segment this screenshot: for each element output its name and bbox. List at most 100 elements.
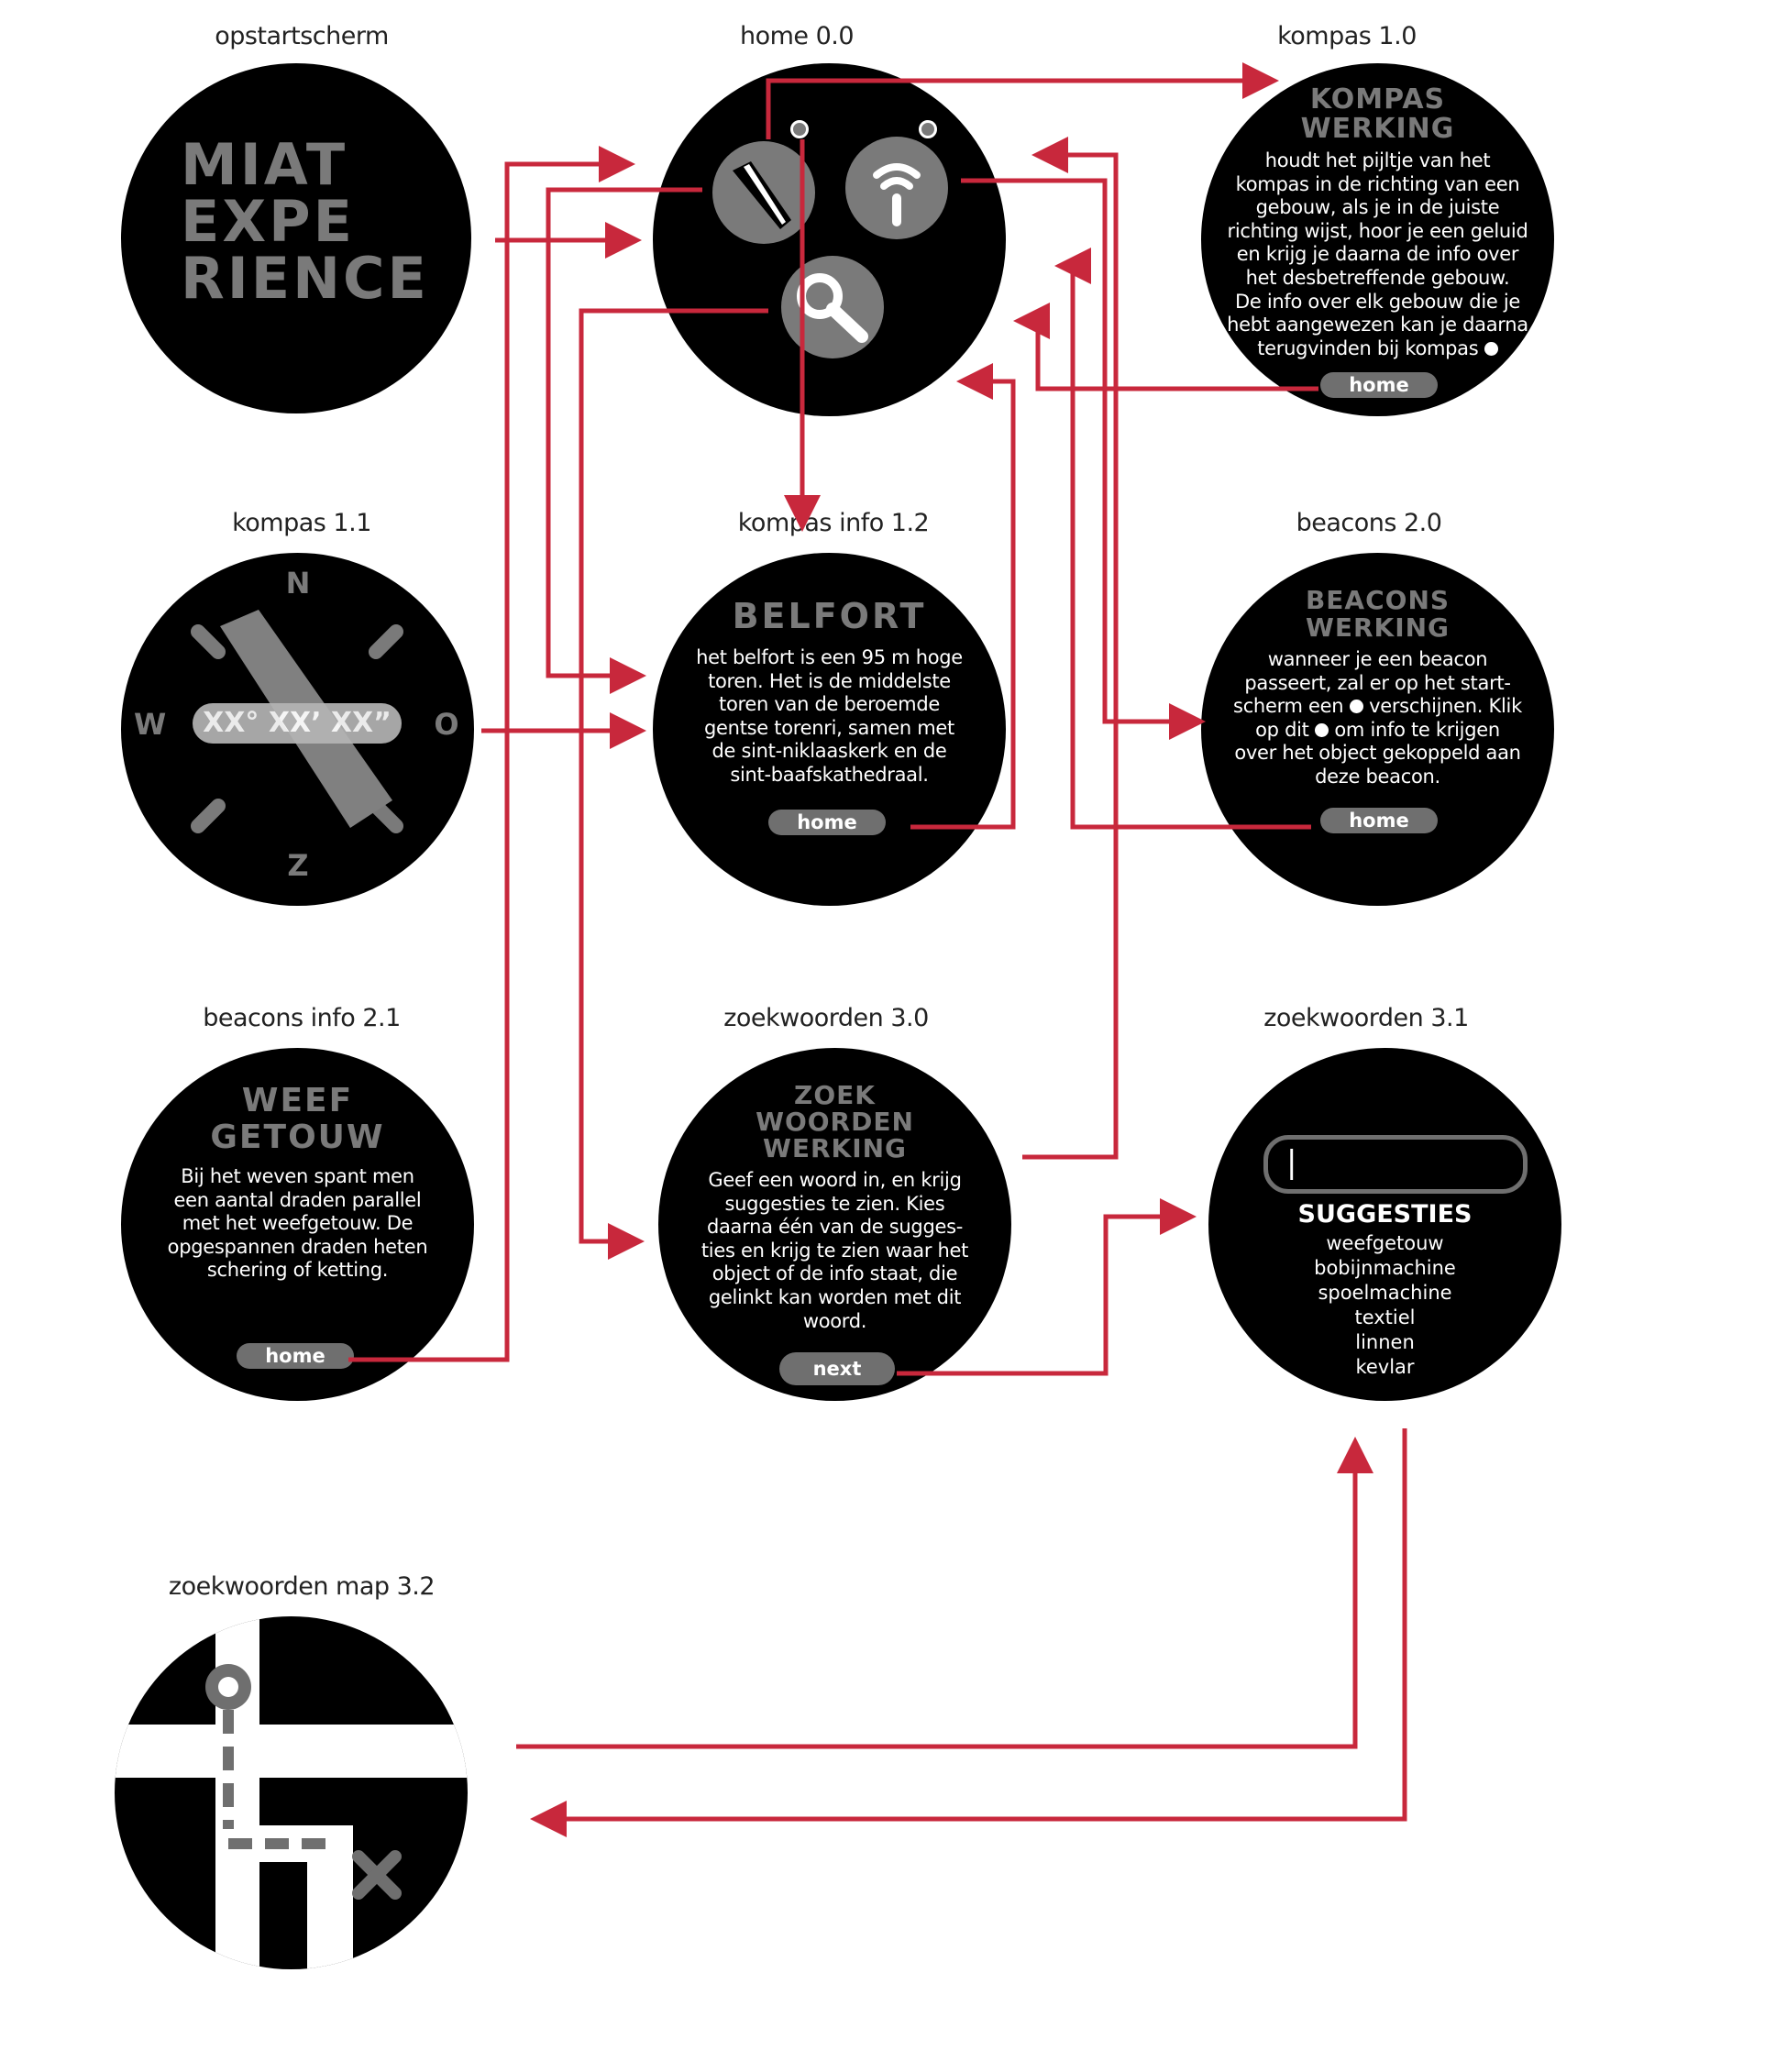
zoek30-line: gelinkt kan worden met dit — [708, 1286, 962, 1309]
compass-south: Z — [287, 848, 309, 883]
zoek30-line: ties en krijg te zien waar het — [700, 1239, 969, 1262]
zoek30-title3: WERKING — [762, 1133, 908, 1163]
kompas12-line: sint-baafskathedraal. — [730, 764, 929, 787]
search-button[interactable] — [781, 256, 884, 358]
beacons20-line: om info te krijgen — [1334, 718, 1500, 741]
arrow-home-to-zoek30 — [579, 308, 768, 1260]
kompas10-line: kompas in de richting van een — [1235, 172, 1520, 195]
beacons21-line: schering of ketting. — [206, 1259, 389, 1282]
startup-line2: EXPE — [181, 188, 355, 255]
zoek30-line: object of de info staat, die — [712, 1262, 958, 1285]
kompas12-home-button[interactable]: home — [768, 810, 886, 835]
kompas10-title1: KOMPAS — [1309, 83, 1446, 116]
beacon-button[interactable] — [845, 137, 948, 239]
beacons20-line-dot1: scherm een verschijnen. Klik — [1201, 695, 1554, 719]
kompas12-line: de sint-niklaaskerk en de — [712, 740, 947, 763]
screen-zoek31: | SUGGESTIES weefgetouw bobijnmachine sp… — [1208, 1048, 1561, 1401]
startup-logo: MIAT EXPE RIENCE — [181, 137, 429, 307]
beacons21-line: opgespannen draden heten — [167, 1235, 428, 1258]
beacons20-line: op dit — [1255, 718, 1309, 741]
label-home: home 0.0 — [739, 22, 855, 50]
beacons20-line: passeert, zal er op het start- — [1244, 671, 1511, 694]
beacon-dot-icon — [1314, 722, 1329, 737]
arrow-beacons20-to-home — [1054, 248, 1311, 830]
zoek30-title1: ZOEK — [794, 1080, 876, 1110]
screen-startup: MIAT EXPE RIENCE — [121, 63, 471, 413]
label-startup: opstartscherm — [215, 22, 389, 50]
zoek30-title2: WOORDEN — [756, 1107, 914, 1137]
screen-zoek32 — [115, 1616, 468, 1969]
beacon-dot-icon — [1349, 700, 1363, 714]
compass-status-dot — [790, 120, 809, 138]
arrow-zoek30-to-zoek31 — [897, 1198, 1197, 1376]
beacons21-body: Bij het weven spant men een aantal drade… — [121, 1165, 474, 1283]
beacons20-line: wanneer je een beacon — [1267, 648, 1488, 670]
screen-zoek30: ZOEK WOORDEN WERKING Geef een woord in, … — [658, 1048, 1011, 1401]
kompas10-line: gebouw, als je in de juiste — [1255, 196, 1500, 219]
suggestion-item[interactable]: bobijnmachine — [1314, 1257, 1456, 1279]
kompas10-line: en krijg je daarna de info over — [1236, 243, 1519, 266]
beacons20-line: scherm een — [1233, 695, 1344, 718]
beacons20-body: wanneer je een beacon passeert, zal er o… — [1201, 648, 1554, 789]
zoek31-suggestions: weefgetouw bobijnmachine spoelmachine te… — [1208, 1231, 1561, 1380]
zoek30-line: daarna één van de sugges- — [706, 1216, 964, 1239]
beacons20-home-button[interactable]: home — [1320, 808, 1438, 833]
label-kompas10: kompas 1.0 — [1277, 22, 1417, 50]
startup-line1: MIAT — [181, 131, 348, 198]
beacons20-title2: WERKING — [1305, 612, 1451, 643]
screen-beacons20: BEACONS WERKING wanneer je een beacon pa… — [1201, 553, 1554, 906]
kompas10-home-button[interactable]: home — [1320, 372, 1438, 398]
kompas12-line: toren. Het is de middelste — [708, 669, 951, 692]
screen-kompas12: BELFORT het belfort is een 95 m hoge tor… — [653, 553, 1006, 906]
label-zoek32: zoekwoorden map 3.2 — [168, 1572, 436, 1601]
kompas10-line: richting wijst, hoor je een geluid — [1227, 219, 1528, 242]
label-kompas11: kompas 1.1 — [232, 509, 371, 537]
beacons21-title2: GETOUW — [210, 1119, 385, 1156]
suggestion-item[interactable]: weefgetouw — [1326, 1232, 1444, 1254]
arrow-zoek30-to-home — [1022, 137, 1119, 1160]
kompas12-line: toren van de beroemde — [719, 693, 940, 716]
beacons20-line: deze beacon. — [1315, 766, 1440, 788]
suggestion-item[interactable]: textiel — [1354, 1306, 1416, 1328]
compass-east: O — [434, 707, 459, 742]
kompas10-line: De info over elk gebouw die je — [1234, 290, 1521, 313]
zoek31-search-input[interactable]: | — [1263, 1135, 1528, 1194]
compass-north: N — [285, 566, 311, 601]
beacons20-line: over het object gekoppeld aan — [1234, 742, 1521, 765]
beacons20-line: verschijnen. Klik — [1369, 695, 1522, 718]
label-kompas12: kompas info 1.2 — [737, 509, 930, 537]
arrow-zoek32-to-zoek31 — [516, 1437, 1373, 1749]
compass-icon — [733, 161, 791, 229]
suggestion-item[interactable]: linnen — [1355, 1331, 1415, 1353]
screen-kompas10: KOMPAS WERKING houdt het pijltje van het… — [1201, 63, 1554, 416]
compass-coordinates: XX° XX’ XX” — [193, 703, 402, 744]
suggestion-item[interactable]: kevlar — [1355, 1356, 1415, 1378]
kompas10-body: houdt het pijltje van het kompas in de r… — [1201, 149, 1554, 360]
compass-west: W — [134, 707, 167, 742]
zoek30-line: Geef een woord in, en krijg — [708, 1169, 962, 1191]
label-zoek30: zoekwoorden 3.0 — [723, 1004, 929, 1032]
arrow-kompas12-to-home — [910, 363, 1016, 830]
arrow-kompas10-to-home — [1013, 303, 1318, 391]
beacon-status-dot — [919, 120, 937, 138]
zoek30-line: suggesties te zien. Kies — [724, 1192, 945, 1215]
kompas10-title2: WERKING — [1300, 113, 1455, 145]
beacons20-line-dot2: op dit om info te krijgen — [1201, 719, 1554, 743]
kompas10-line: het desbetreffende gebouw. — [1245, 267, 1510, 290]
map-road-horizontal — [115, 1725, 468, 1778]
arrow-compass-to-kompas10 — [766, 62, 1279, 139]
kompas12-line: gentse torenri, samen met — [704, 716, 954, 739]
zoek30-next-button[interactable]: next — [779, 1352, 895, 1385]
map-view — [115, 1616, 468, 1969]
suggestion-item[interactable]: spoelmachine — [1318, 1282, 1452, 1304]
kompas10-line: houdt het pijltje van het — [1264, 149, 1491, 171]
kompas12-title: BELFORT — [732, 596, 927, 636]
beacons21-home-button[interactable]: home — [237, 1343, 354, 1369]
compass-button[interactable] — [712, 141, 815, 244]
beacons20-title1: BEACONS — [1305, 585, 1451, 615]
beacons21-line: met het weefgetouw. De — [182, 1212, 414, 1235]
screen-beacons21: WEEF GETOUW Bij het weven spant men een … — [121, 1048, 474, 1401]
zoek31-heading: SUGGESTIES — [1297, 1200, 1473, 1229]
kompas12-body: het belfort is een 95 m hoge toren. Het … — [653, 646, 1006, 788]
